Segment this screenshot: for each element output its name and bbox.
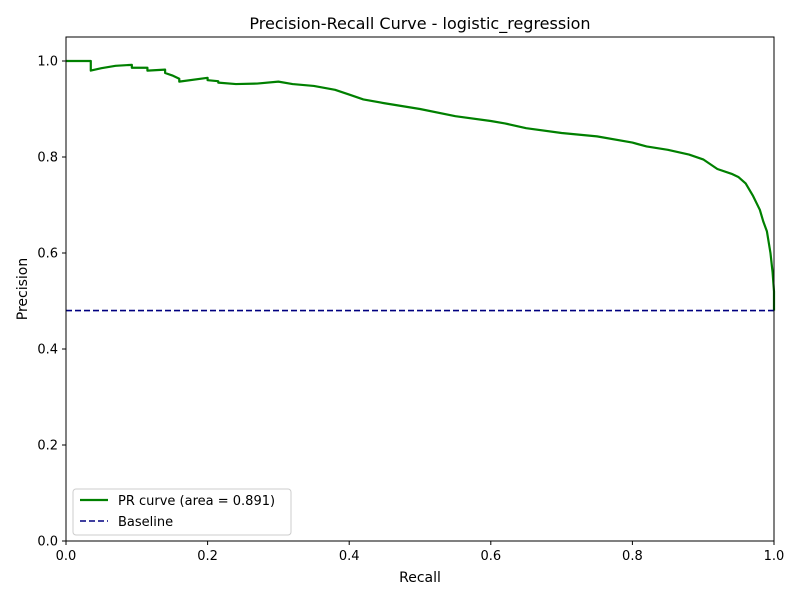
x-axis: 0.0 0.2 0.4 0.6 0.8 1.0 — [56, 541, 785, 564]
x-tick-label: 0.0 — [56, 549, 77, 564]
y-tick-label: 0.0 — [37, 535, 58, 550]
x-tick-label: 0.4 — [339, 549, 360, 564]
y-axis: 0.0 0.2 0.4 0.6 0.8 1.0 — [37, 55, 66, 550]
y-axis-label: Precision — [15, 258, 31, 320]
y-tick-label: 0.4 — [37, 343, 58, 358]
legend-box — [72, 488, 292, 536]
x-tick-label: 0.2 — [197, 549, 218, 564]
chart-title: Precision-Recall Curve - logistic_regres… — [249, 14, 590, 34]
y-tick-label: 0.2 — [37, 439, 58, 454]
plot-area — [66, 59, 776, 312]
legend: PR curve (area = 0.891) Baseline — [72, 488, 292, 536]
x-tick-label: 0.6 — [480, 549, 501, 564]
x-tick-label: 1.0 — [764, 549, 785, 564]
y-tick-label: 1.0 — [37, 55, 58, 70]
y-tick-label: 0.6 — [37, 247, 58, 262]
pr-curve-line — [66, 59, 776, 311]
legend-label-pr-curve: PR curve (area = 0.891) — [118, 494, 275, 509]
x-tick-label: 0.8 — [622, 549, 643, 564]
x-axis-label: Recall — [399, 570, 441, 586]
y-tick-label: 0.8 — [37, 151, 58, 166]
legend-label-baseline: Baseline — [118, 515, 173, 530]
plot-frame — [65, 36, 775, 542]
